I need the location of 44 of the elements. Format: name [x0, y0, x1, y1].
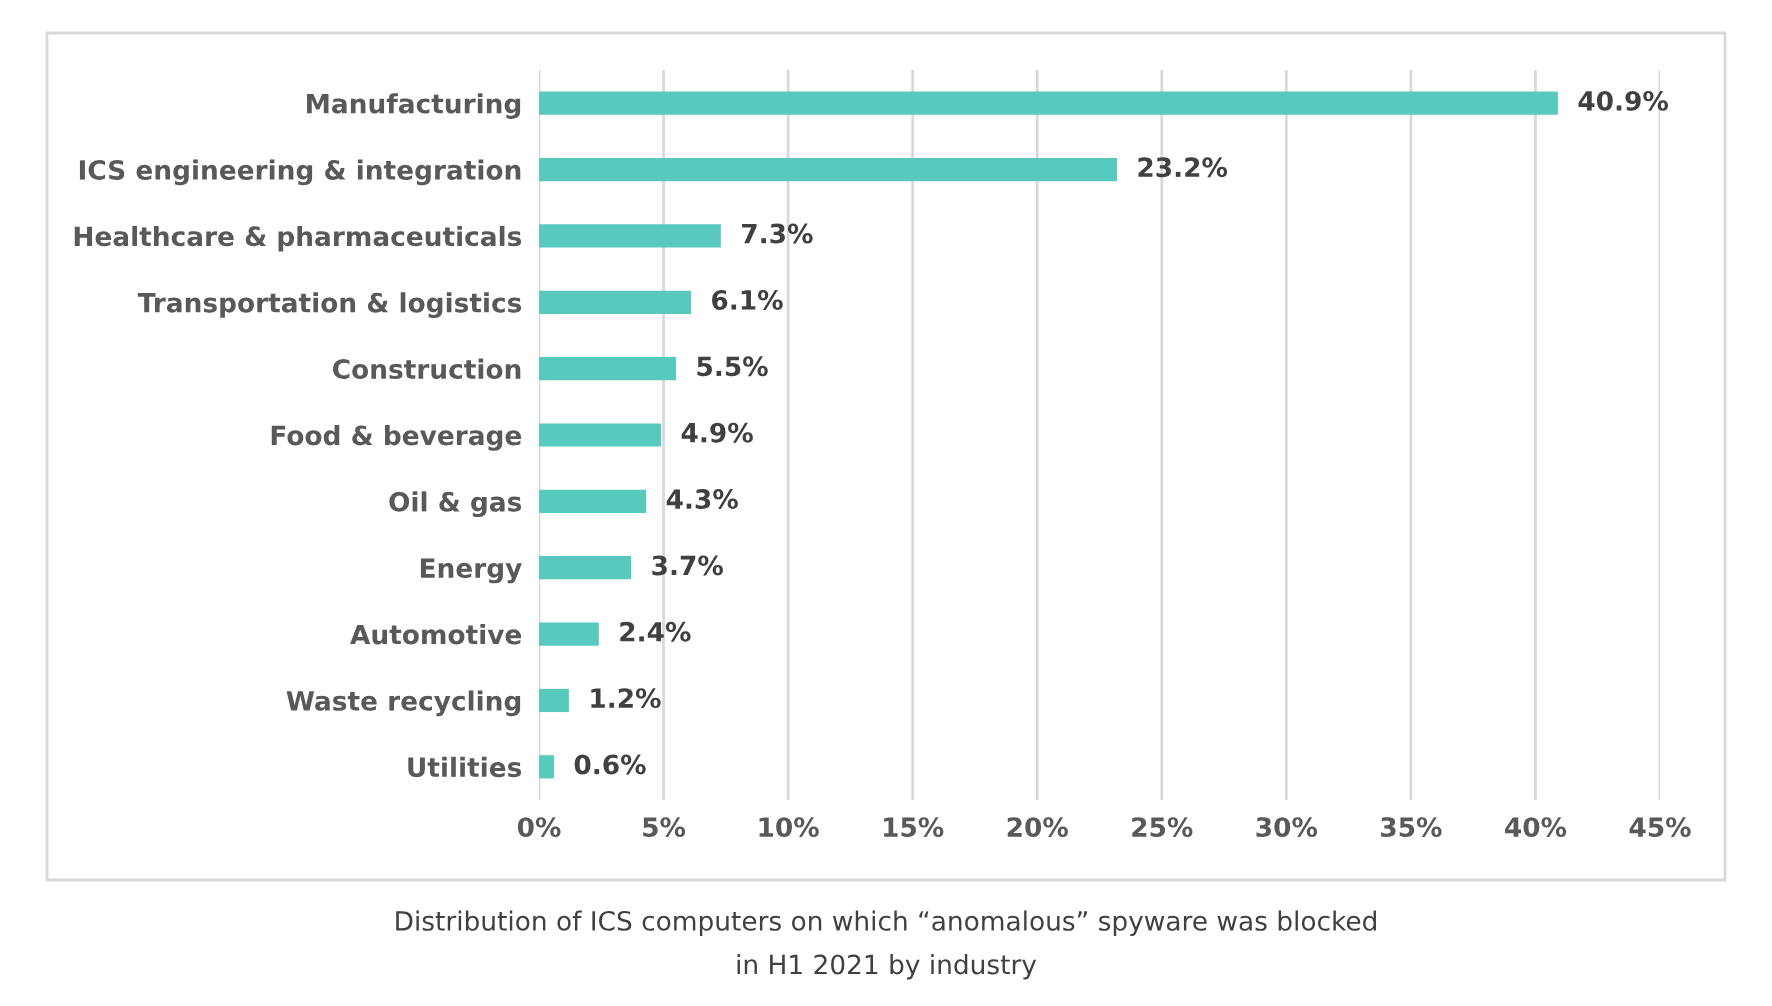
x-tick-label: 20% [1007, 817, 1068, 838]
y-tick-label: ICS engineering & integration [79, 159, 521, 186]
data-label: 2.4% [620, 621, 691, 642]
x-tick-label: 0% [517, 817, 561, 838]
bar [539, 556, 632, 580]
bar [539, 688, 569, 713]
bar [539, 622, 599, 646]
y-tick-label: Transportation & logistics [137, 292, 522, 318]
y-tick-label: Energy [420, 558, 522, 584]
bar [539, 423, 662, 447]
x-tick-label: 25% [1132, 817, 1193, 838]
y-tick-label: Utilities [408, 756, 522, 778]
x-tick-label: 35% [1381, 817, 1442, 838]
data-label: 4.9% [681, 422, 753, 443]
data-label: 6.1% [712, 289, 783, 310]
data-label: 5.5% [697, 356, 768, 377]
data-label: 40.9% [1578, 90, 1669, 111]
x-tick-label: 40% [1505, 817, 1567, 838]
data-label: 3.7% [652, 555, 723, 576]
x-tick-label: 10% [759, 817, 819, 838]
data-label: 23.2% [1138, 157, 1228, 178]
bar [539, 290, 691, 314]
data-label: 0.6% [574, 754, 646, 775]
x-tick-label: 15% [884, 817, 944, 838]
data-label: 4.3% [666, 489, 738, 510]
bar [539, 157, 1117, 182]
bar [539, 224, 721, 248]
y-tick-label: Food & beverage [271, 424, 522, 451]
x-tick-label: 5% [643, 817, 686, 838]
bar [539, 91, 1558, 115]
text: Distribution of ICS computers on which “anomalous” spyware was blocked in H1 2021 by industry [396, 910, 1376, 980]
x-tick-label: 45% [1629, 817, 1691, 838]
bar [539, 357, 677, 381]
y-tick-label: Oil & gas [389, 491, 522, 518]
bar [539, 755, 554, 779]
y-tick-label: Automotive [350, 624, 522, 645]
x-tick-label: 30% [1256, 817, 1318, 838]
bar [539, 489, 647, 513]
y-tick-label: Manufacturing [307, 93, 521, 119]
y-tick-label: Waste recycling [286, 690, 521, 717]
data-label: 1.2% [591, 688, 661, 709]
data-label: 7.3% [742, 223, 813, 244]
y-tick-label: Construction [333, 358, 521, 380]
y-tick-label: Healthcare & pharmaceuticals [74, 225, 522, 252]
